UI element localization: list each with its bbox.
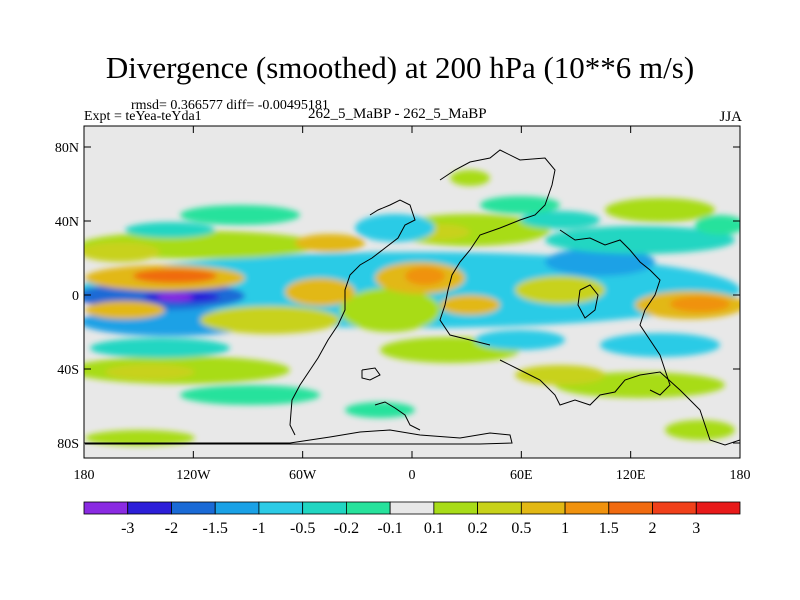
contour-blob	[105, 364, 195, 380]
coastline	[559, 229, 671, 396]
colorbar-label: -0.5	[290, 520, 315, 537]
colorbar-swatch	[695, 501, 741, 515]
colorbar-swatch	[433, 501, 479, 515]
contour-blob	[480, 196, 560, 214]
contour-blob	[405, 267, 445, 285]
colorbar-swatch	[520, 501, 566, 515]
colorbar-label: -0.2	[334, 520, 359, 537]
colorbar-swatch	[652, 501, 697, 515]
coastline	[439, 149, 556, 346]
contour-blob	[520, 211, 600, 229]
x-tick-label: 120W	[176, 468, 211, 483]
colorbar-label: 0.1	[424, 520, 444, 537]
contour-blob	[295, 234, 365, 252]
colorbar-swatch	[171, 501, 216, 515]
colorbar-label: -1	[252, 520, 265, 537]
colorbar-swatch	[302, 501, 347, 515]
contour-blob	[450, 170, 490, 186]
chart-title: Divergence (smoothed) at 200 hPa (10**6 …	[105, 50, 695, 85]
contour-blob	[90, 338, 230, 358]
contour-blob	[545, 248, 655, 276]
colorbar-label: 3	[692, 520, 700, 537]
coastline	[499, 359, 740, 446]
coastline	[85, 429, 513, 445]
y-tick-label: 80N	[55, 141, 79, 156]
x-tick-label: 120E	[616, 468, 646, 483]
x-tick-label: 180	[730, 468, 751, 483]
contour-blob	[515, 365, 605, 385]
colorbar-swatch	[83, 501, 129, 515]
contour-blob	[200, 306, 340, 334]
colorbar-swatch	[477, 501, 522, 515]
plot-area	[83, 125, 741, 459]
y-tick-label: 0	[72, 289, 79, 304]
colorbar-swatch	[564, 501, 610, 515]
contour-blob	[85, 430, 195, 446]
contour-blob	[84, 242, 160, 262]
colorbar-swatch	[389, 501, 435, 515]
contour-blob	[345, 402, 415, 418]
contour-blob	[665, 420, 735, 440]
colorbar: -3 -2 -1.5 -1 -0.5 -0.2 -0.1 0.1 0.2 0.5 1 1.5 2 3	[83, 501, 741, 537]
contour-blob	[670, 296, 730, 312]
contour-blob	[605, 198, 715, 222]
contour-blob	[285, 278, 355, 306]
contour-blob	[475, 330, 565, 350]
x-tick-label: 60W	[289, 468, 317, 483]
contour-blob	[180, 385, 320, 405]
coastline	[289, 199, 416, 436]
contour-blob	[695, 215, 740, 235]
y-tick-label: 80S	[57, 437, 79, 452]
coastline	[374, 401, 421, 431]
contour-blob	[340, 288, 440, 332]
contour-blob	[133, 269, 217, 283]
coastline	[361, 367, 381, 381]
contour-blob	[180, 205, 300, 225]
colorbar-swatch	[608, 501, 653, 515]
colorbar-swatch	[345, 501, 391, 515]
colorbar-label: 1.5	[599, 520, 619, 537]
colorbar-label: 2	[649, 520, 657, 537]
y-axis: 80N 40N 0 40S 80S	[55, 141, 740, 452]
season-label: JJA	[719, 109, 742, 125]
contour-blob	[85, 301, 165, 319]
contour-blob	[440, 295, 500, 315]
x-tick-label: 0	[409, 468, 416, 483]
coastlines	[85, 149, 740, 446]
colorbar-label: -1.5	[203, 520, 228, 537]
colorbar-label: 0.5	[511, 520, 531, 537]
stats-label: rmsd= 0.366577 diff= -0.00495181	[131, 98, 329, 113]
contour-blob	[545, 226, 735, 254]
contour-blob	[600, 333, 720, 357]
coastline	[577, 284, 599, 319]
colorbar-swatch	[258, 501, 304, 515]
contour-blob	[125, 222, 215, 238]
cases-label: 262_5_MaBP - 262_5_MaBP	[308, 106, 487, 122]
x-axis: 180 120W 60W 0 60E 120E 180	[74, 126, 751, 483]
colorbar-swatch	[127, 501, 172, 515]
x-tick-label: 60E	[510, 468, 533, 483]
colorbar-label: -0.1	[377, 520, 402, 537]
colorbar-label: 1	[561, 520, 569, 537]
colorbar-swatch	[214, 501, 260, 515]
colorbar-label: -2	[165, 520, 178, 537]
x-tick-label: 180	[74, 468, 95, 483]
y-tick-label: 40N	[55, 215, 79, 230]
colorbar-label: 0.2	[468, 520, 488, 537]
contour-field	[84, 170, 740, 446]
experiment-label: Expt = teYea-teYda1	[84, 109, 202, 124]
contour-blob	[355, 214, 435, 242]
contour-blob	[515, 276, 605, 304]
y-tick-label: 40S	[57, 363, 79, 378]
colorbar-label: -3	[121, 520, 134, 537]
contour-blob	[157, 293, 193, 301]
